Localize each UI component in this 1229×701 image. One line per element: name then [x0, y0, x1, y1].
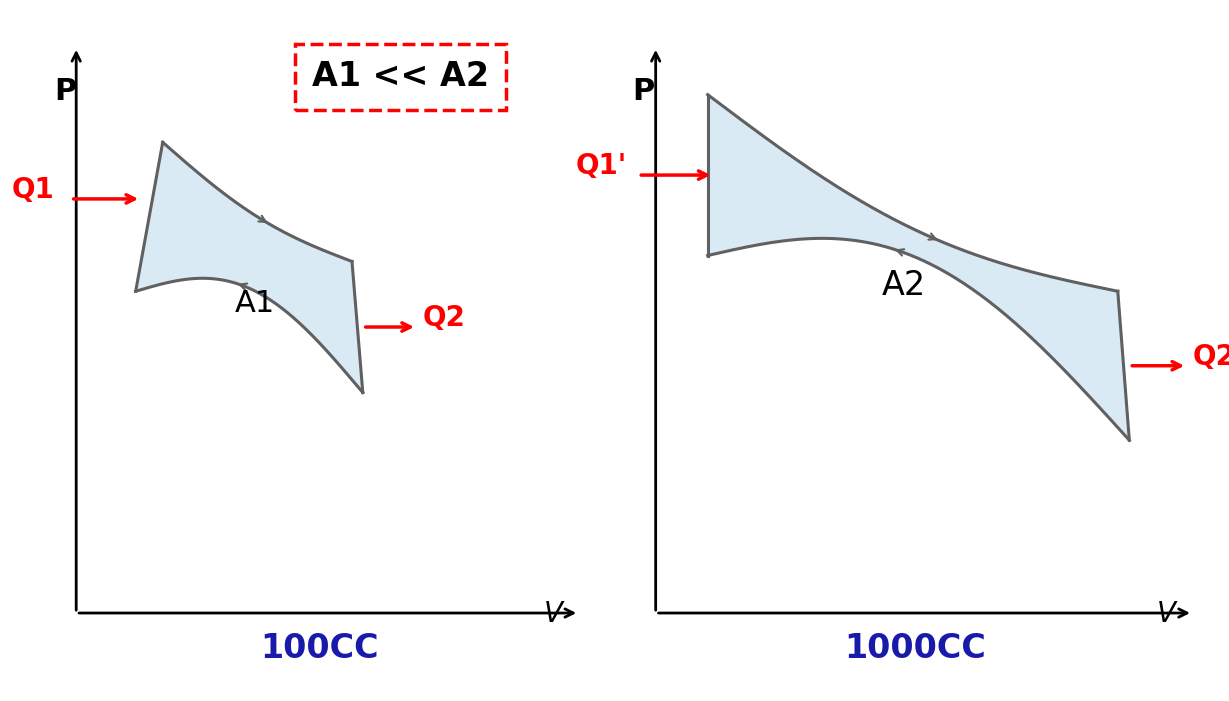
Text: 1000CC: 1000CC — [844, 632, 987, 665]
Text: Q1': Q1' — [575, 152, 627, 180]
Text: P: P — [633, 76, 655, 106]
Text: V: V — [1156, 600, 1175, 628]
Text: 100CC: 100CC — [261, 632, 379, 665]
Text: Q2': Q2' — [1193, 343, 1229, 371]
Text: A1 << A2: A1 << A2 — [312, 60, 489, 93]
Text: Q2: Q2 — [423, 304, 465, 332]
Polygon shape — [135, 142, 363, 393]
Text: A2: A2 — [882, 268, 927, 302]
Polygon shape — [708, 95, 1129, 440]
Text: A1: A1 — [235, 289, 275, 318]
Text: Q1: Q1 — [12, 176, 54, 204]
Text: V: V — [544, 600, 563, 628]
Text: P: P — [54, 76, 77, 106]
